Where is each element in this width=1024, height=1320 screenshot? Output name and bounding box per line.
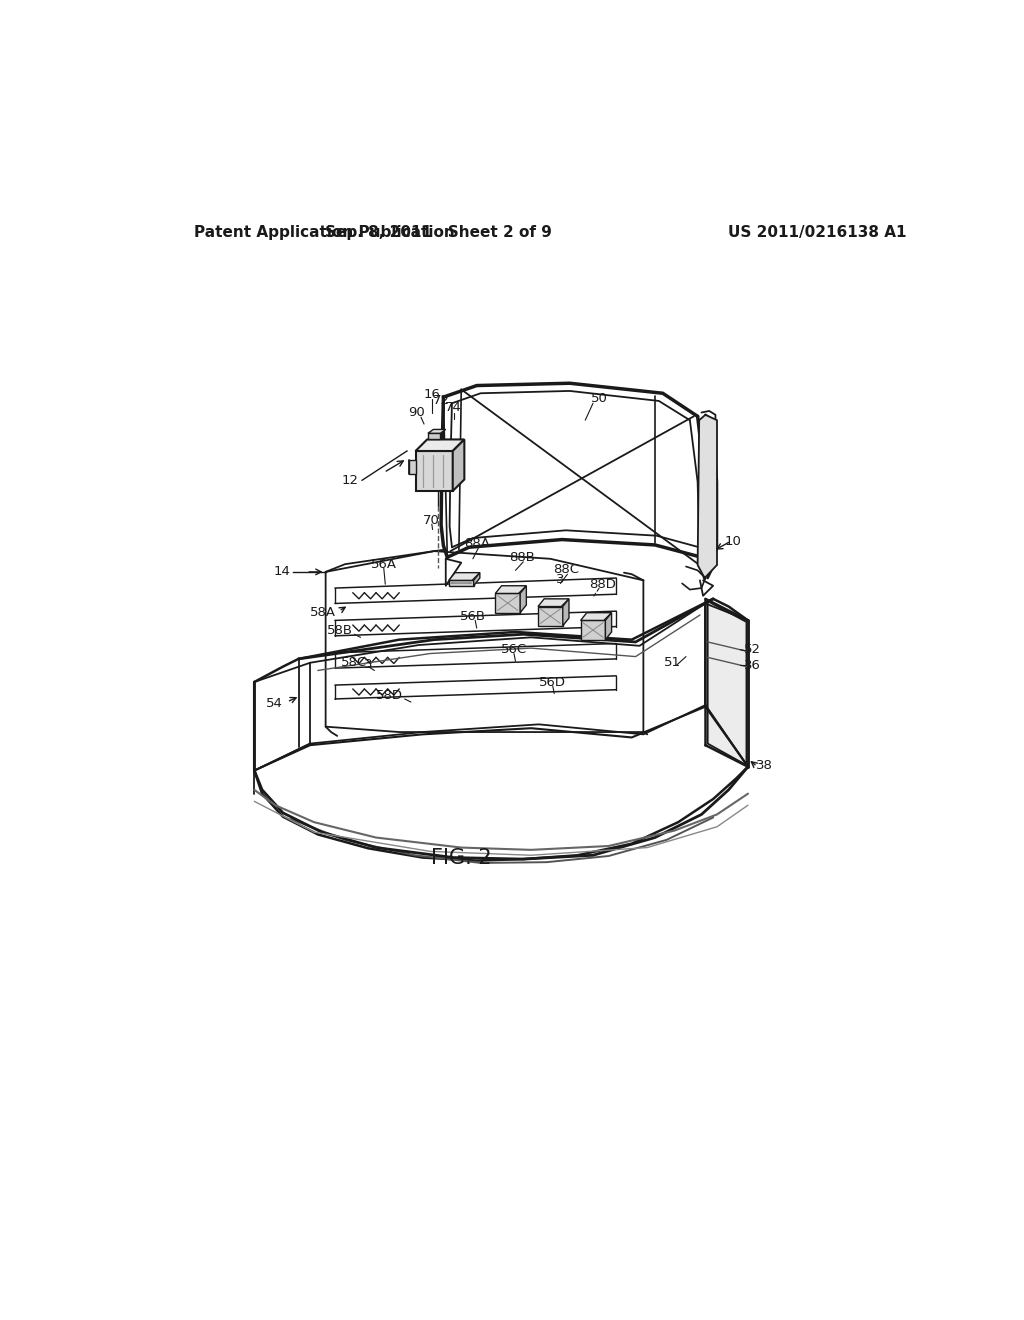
Text: Sep. 8, 2011   Sheet 2 of 9: Sep. 8, 2011 Sheet 2 of 9: [325, 224, 552, 240]
Text: 56B: 56B: [460, 610, 485, 623]
Polygon shape: [697, 414, 717, 578]
Polygon shape: [538, 607, 563, 626]
Text: 70: 70: [423, 513, 440, 527]
Polygon shape: [538, 599, 569, 607]
Text: 51: 51: [664, 656, 681, 669]
Polygon shape: [453, 440, 464, 491]
Polygon shape: [428, 429, 445, 433]
Polygon shape: [428, 433, 440, 440]
Text: 3: 3: [556, 573, 564, 586]
Polygon shape: [708, 601, 746, 766]
Polygon shape: [563, 599, 569, 626]
Text: 58A: 58A: [309, 606, 336, 619]
Text: 12: 12: [342, 474, 359, 487]
Text: 14: 14: [273, 565, 291, 578]
Polygon shape: [449, 581, 474, 586]
Text: 88D: 88D: [589, 578, 615, 591]
Text: Patent Application Publication: Patent Application Publication: [194, 224, 455, 240]
Text: 38: 38: [756, 759, 773, 772]
Polygon shape: [605, 612, 611, 640]
Polygon shape: [520, 586, 526, 612]
Text: 52: 52: [744, 643, 761, 656]
Text: 58C: 58C: [341, 656, 367, 669]
Text: 10: 10: [724, 535, 741, 548]
Polygon shape: [496, 594, 520, 612]
Polygon shape: [449, 573, 480, 581]
Text: 58B: 58B: [327, 624, 352, 638]
Text: 90: 90: [408, 407, 425, 418]
Text: FIG. 2: FIG. 2: [431, 847, 492, 867]
Text: 88C: 88C: [553, 564, 579, 576]
Text: 50: 50: [591, 392, 607, 405]
Text: 56C: 56C: [501, 643, 527, 656]
Text: 36: 36: [744, 659, 761, 672]
Text: 58D: 58D: [376, 689, 403, 702]
Text: 56D: 56D: [540, 676, 566, 689]
Polygon shape: [581, 620, 605, 640]
Polygon shape: [416, 440, 464, 451]
Polygon shape: [581, 612, 611, 620]
Polygon shape: [410, 461, 416, 474]
Polygon shape: [496, 586, 526, 594]
Polygon shape: [474, 573, 480, 586]
Polygon shape: [416, 451, 453, 491]
Text: 74: 74: [445, 400, 462, 413]
Text: 72: 72: [432, 393, 450, 407]
Text: 88A: 88A: [464, 537, 489, 550]
Text: 16: 16: [423, 388, 440, 401]
Text: 88B: 88B: [509, 550, 535, 564]
Text: US 2011/0216138 A1: US 2011/0216138 A1: [728, 224, 907, 240]
Text: 3: 3: [364, 657, 373, 671]
Text: 54: 54: [266, 697, 283, 710]
Text: 56A: 56A: [371, 557, 396, 570]
